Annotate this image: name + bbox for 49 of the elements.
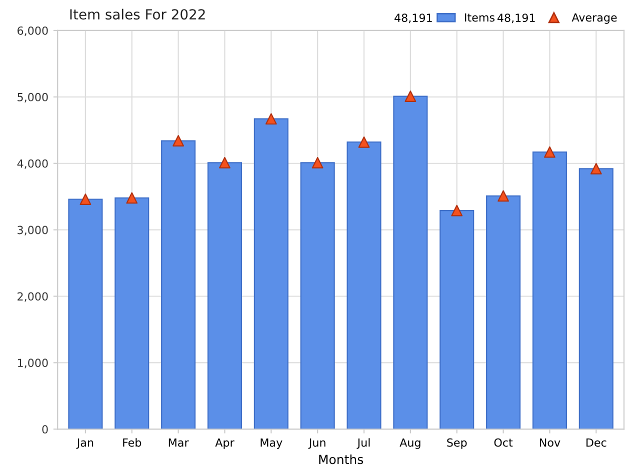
bar (440, 210, 474, 430)
x-tick-label: Feb (123, 438, 142, 447)
bar (161, 140, 196, 430)
bar (207, 162, 242, 430)
point (498, 190, 509, 202)
x-tick-label: Dec (586, 438, 606, 447)
point (312, 157, 324, 168)
point (358, 136, 370, 148)
bar (114, 197, 150, 430)
x-tick-label: Jan (76, 438, 94, 449)
point (451, 204, 463, 216)
point (265, 113, 277, 125)
legend-label: Average (572, 13, 617, 24)
y-tick-label: 0 (42, 425, 48, 434)
x-tick-label: Sep (447, 438, 467, 449)
y-tick-label: 6,000 (18, 26, 48, 36)
y-tick-label: 4,000 (17, 159, 48, 169)
bar (68, 198, 103, 430)
text: 48,191 (394, 14, 432, 24)
x-tick-label: Mar (168, 438, 189, 447)
point (172, 135, 184, 146)
x-tick-label: Jun (308, 438, 326, 449)
point (219, 157, 230, 168)
y-tick-label: 2,000 (18, 292, 48, 302)
bar (346, 142, 382, 430)
x-tick-label: Jul (356, 438, 370, 449)
chart-title: Item sales For 2022 (70, 8, 205, 20)
bar (254, 118, 288, 430)
y-tick-label: 5,000 (18, 92, 48, 102)
x-tick-label: Nov (540, 438, 560, 447)
point (404, 90, 416, 102)
point (80, 194, 92, 205)
bar (300, 162, 335, 430)
bar (578, 168, 614, 430)
x-tick-label: Apr (215, 438, 234, 449)
point (126, 192, 138, 204)
y-tick-label: 3,000 (18, 226, 48, 236)
x-tick-label: May (260, 438, 282, 449)
legend-label: Items (465, 13, 494, 22)
text: 48,191 (497, 14, 535, 24)
bar (532, 152, 567, 430)
x-tick-label: Oct (494, 438, 513, 447)
point (590, 162, 602, 174)
point (544, 146, 556, 158)
bar (393, 96, 428, 430)
bar (486, 195, 521, 430)
x-tick-label: Aug (400, 438, 420, 449)
y-tick-label: 1,000 (18, 358, 48, 368)
x-axis-title: Months (319, 454, 364, 464)
